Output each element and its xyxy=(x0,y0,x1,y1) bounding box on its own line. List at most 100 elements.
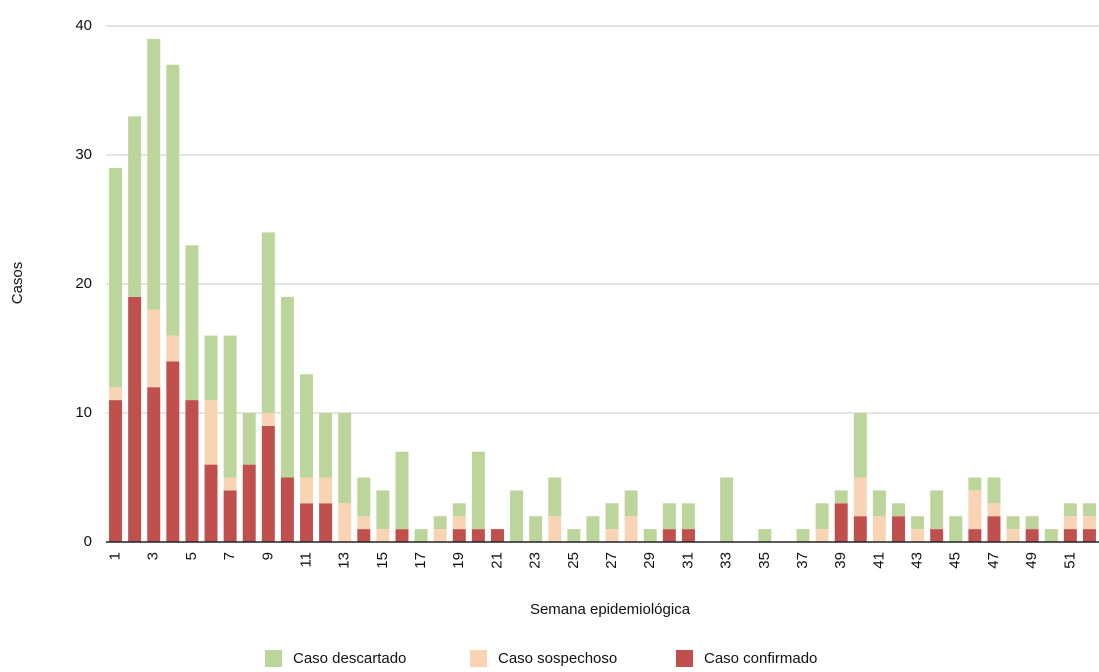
bar-segment xyxy=(166,361,180,542)
bar-segment xyxy=(891,503,905,517)
bar-segment xyxy=(357,477,371,517)
legend-label: Caso confirmado xyxy=(704,650,817,667)
bar-segment xyxy=(300,503,314,542)
bar-segment xyxy=(223,335,237,478)
bar-segment xyxy=(815,529,829,542)
bar-segment xyxy=(319,413,333,478)
bar-segment xyxy=(987,503,1001,517)
bar-segment xyxy=(204,464,218,542)
x-tick-label: 25 xyxy=(565,552,582,569)
bar-segment xyxy=(662,503,676,530)
x-tick-label: 15 xyxy=(374,552,391,569)
bar-segment xyxy=(968,529,982,542)
x-tick-label: 43 xyxy=(909,552,926,569)
bar-segment xyxy=(911,529,925,542)
bar-segment xyxy=(987,516,1001,542)
bar-segment xyxy=(548,477,562,517)
x-tick-label: 13 xyxy=(336,552,353,569)
bar-segment xyxy=(109,387,123,401)
x-tick-label: 1 xyxy=(107,552,124,560)
legend-label: Caso sospechoso xyxy=(498,650,617,667)
x-tick-label: 47 xyxy=(985,552,1002,569)
bar-segment xyxy=(147,309,161,388)
bar-segment xyxy=(204,400,218,465)
bar-segment xyxy=(204,335,218,401)
bar-segment xyxy=(185,400,199,542)
legend-swatch xyxy=(676,650,693,667)
bar-segment xyxy=(987,477,1001,504)
x-tick-label: 23 xyxy=(527,552,544,569)
x-tick-label: 37 xyxy=(794,552,811,569)
bar-segment xyxy=(624,490,638,517)
bar-segment xyxy=(1006,529,1020,542)
bar-segment xyxy=(911,516,925,530)
bar-segment xyxy=(1044,529,1058,542)
legend-swatch xyxy=(265,650,282,667)
y-axis-title: Casos xyxy=(9,262,26,305)
bar-segment xyxy=(815,503,829,530)
bar-segment xyxy=(376,529,390,542)
bar-segment xyxy=(414,529,428,542)
x-tick-label: 9 xyxy=(259,552,276,560)
bar-segment xyxy=(490,529,504,542)
bar-segment xyxy=(968,490,982,530)
x-tick-label: 19 xyxy=(450,552,467,569)
bar-segment xyxy=(223,477,237,491)
bar-segment xyxy=(930,529,944,542)
bar-segment xyxy=(128,296,142,542)
bar-segment xyxy=(930,490,944,530)
x-axis-title: Semana epidemiológica xyxy=(530,601,691,618)
bar-segment xyxy=(891,516,905,542)
bar-segment xyxy=(319,503,333,542)
bar-segment xyxy=(109,400,123,542)
bar-segment xyxy=(376,490,390,530)
bar-segment xyxy=(1025,516,1039,530)
bar-segment xyxy=(872,490,886,517)
bar-segment xyxy=(280,477,294,542)
x-tick-label: 51 xyxy=(1061,552,1078,569)
bar-segment xyxy=(223,490,237,542)
bar-segment xyxy=(452,529,466,542)
bar-segment xyxy=(300,374,314,478)
bar-segment xyxy=(395,451,409,530)
bar-segment xyxy=(261,232,275,413)
x-tick-label: 21 xyxy=(488,552,505,569)
bar-segment xyxy=(1006,516,1020,530)
bar-segment xyxy=(681,503,695,530)
y-tick-label: 10 xyxy=(75,404,92,421)
bar-segment xyxy=(128,116,142,297)
bar-segment xyxy=(166,335,180,362)
bar-segment xyxy=(471,451,485,530)
bar-segment xyxy=(338,503,352,542)
legend-swatch xyxy=(470,650,487,667)
bar-segment xyxy=(681,529,695,542)
bar-segment xyxy=(586,516,600,542)
bar-segment xyxy=(471,529,485,542)
x-tick-label: 3 xyxy=(145,552,162,560)
bar-segment xyxy=(147,387,161,542)
bar-segment xyxy=(300,477,314,504)
x-tick-label: 49 xyxy=(1023,552,1040,569)
bar-segment xyxy=(643,529,657,542)
bar-segment xyxy=(261,425,275,542)
bar-segment xyxy=(1025,529,1039,542)
bar-segment xyxy=(662,529,676,542)
y-tick-label: 40 xyxy=(75,17,92,34)
bar-segment xyxy=(834,503,848,542)
x-tick-label: 27 xyxy=(603,552,620,569)
bar-segment xyxy=(853,413,867,478)
bar-segment xyxy=(1063,516,1077,530)
bar-segment xyxy=(949,516,963,542)
bar-segment xyxy=(720,477,734,542)
bar-segment xyxy=(319,477,333,504)
y-tick-label: 0 xyxy=(84,533,92,550)
x-tick-label: 39 xyxy=(832,552,849,569)
bar-segment xyxy=(1082,516,1096,530)
x-tick-label: 45 xyxy=(947,552,964,569)
bar-segment xyxy=(357,516,371,530)
x-tick-label: 33 xyxy=(718,552,735,569)
bar-segment xyxy=(185,245,199,401)
bar-segment xyxy=(834,490,848,504)
bar-segment xyxy=(1082,529,1096,542)
